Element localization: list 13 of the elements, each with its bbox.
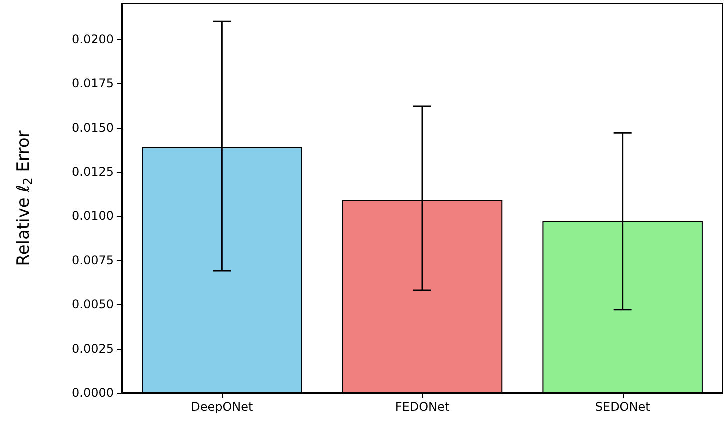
y-tick-label: 0.0000 xyxy=(72,386,114,400)
y-tick-label: 0.0200 xyxy=(72,32,114,46)
x-tick-label: FEDONet xyxy=(395,400,450,414)
y-tick-label: 0.0175 xyxy=(72,76,114,91)
y-tick-label: 0.0125 xyxy=(72,164,114,179)
y-tick-label: 0.0075 xyxy=(72,253,114,268)
y-tick-label: 0.0150 xyxy=(72,120,114,135)
y-tick-label: 0.0050 xyxy=(72,298,114,312)
x-tick-label: SEDONet xyxy=(595,400,651,414)
x-tick-label: DeepONet xyxy=(191,400,254,414)
y-tick-label: 0.0100 xyxy=(72,209,114,224)
y-tick-label: 0.0025 xyxy=(72,342,114,356)
y-axis-title: Relative ℓ2 Error xyxy=(14,130,35,266)
